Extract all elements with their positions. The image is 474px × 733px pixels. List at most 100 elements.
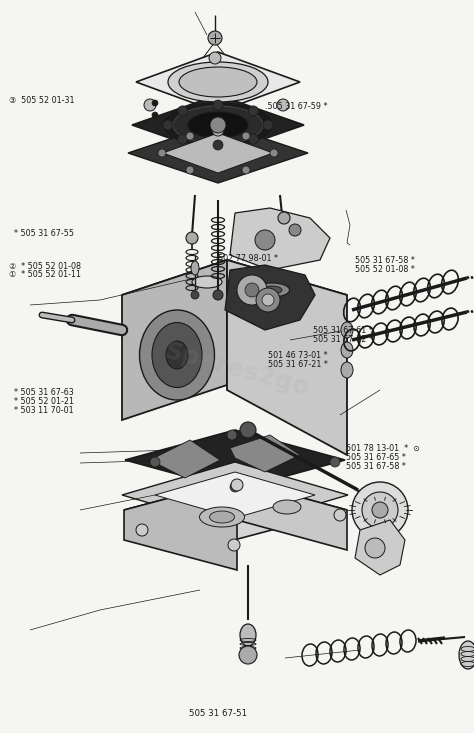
- Text: .505 31 67-59 *: .505 31 67-59 *: [265, 102, 328, 111]
- Circle shape: [242, 132, 250, 140]
- Text: 505 31 67-21 *: 505 31 67-21 *: [268, 360, 328, 369]
- Circle shape: [230, 482, 240, 492]
- Text: 501 46 73-01 *: 501 46 73-01 *: [268, 351, 328, 360]
- Circle shape: [365, 538, 385, 558]
- Ellipse shape: [255, 283, 290, 297]
- Text: 505 31 67-61 *: 505 31 67-61 *: [313, 326, 373, 335]
- Ellipse shape: [341, 322, 353, 338]
- Ellipse shape: [168, 62, 268, 102]
- Circle shape: [213, 140, 223, 150]
- Circle shape: [334, 509, 346, 521]
- Circle shape: [289, 224, 301, 236]
- Circle shape: [362, 492, 398, 528]
- Circle shape: [278, 212, 290, 224]
- Circle shape: [248, 134, 258, 144]
- Circle shape: [209, 52, 221, 64]
- Circle shape: [248, 106, 258, 116]
- Ellipse shape: [210, 511, 235, 523]
- Polygon shape: [122, 260, 227, 420]
- Polygon shape: [122, 260, 347, 330]
- Polygon shape: [225, 265, 315, 330]
- Ellipse shape: [164, 103, 272, 147]
- Text: 505 31 67-65 *: 505 31 67-65 *: [346, 453, 406, 462]
- Polygon shape: [227, 260, 347, 455]
- Text: * 505 31 67-63: * 505 31 67-63: [14, 388, 74, 397]
- Ellipse shape: [166, 341, 188, 369]
- Circle shape: [186, 132, 194, 140]
- Text: ②  * 505 52 01-08: ② * 505 52 01-08: [9, 262, 82, 270]
- Circle shape: [212, 124, 224, 136]
- Circle shape: [240, 422, 256, 438]
- Text: 505 31 67-58 *: 505 31 67-58 *: [356, 256, 415, 265]
- Circle shape: [152, 112, 158, 118]
- Text: 502 77 98-01 *: 502 77 98-01 *: [218, 254, 278, 262]
- Text: 505 31 67-51: 505 31 67-51: [189, 710, 247, 718]
- Circle shape: [231, 479, 243, 491]
- Ellipse shape: [139, 310, 215, 400]
- Circle shape: [213, 100, 223, 110]
- Ellipse shape: [192, 276, 222, 288]
- Text: * 505 31 67-55: * 505 31 67-55: [14, 229, 74, 237]
- Text: * 505 52 01-21: * 505 52 01-21: [14, 397, 74, 406]
- Circle shape: [263, 120, 273, 130]
- Circle shape: [208, 31, 222, 45]
- Circle shape: [210, 117, 226, 133]
- Ellipse shape: [341, 362, 353, 378]
- Circle shape: [163, 120, 173, 130]
- Circle shape: [245, 283, 259, 297]
- Circle shape: [178, 106, 188, 116]
- Circle shape: [228, 539, 240, 551]
- Circle shape: [213, 290, 223, 300]
- Circle shape: [352, 482, 408, 538]
- Text: * 503 11 70-01: * 503 11 70-01: [14, 406, 74, 415]
- Circle shape: [158, 149, 166, 157]
- Polygon shape: [136, 52, 300, 112]
- Ellipse shape: [191, 261, 199, 275]
- Circle shape: [191, 291, 199, 299]
- Polygon shape: [122, 462, 348, 528]
- Ellipse shape: [273, 500, 301, 514]
- Circle shape: [242, 166, 250, 174]
- Text: 501 78 13-01  *  ⊙: 501 78 13-01 * ⊙: [346, 444, 420, 453]
- Circle shape: [372, 502, 388, 518]
- Circle shape: [186, 166, 194, 174]
- Text: 505 52 01-08 *: 505 52 01-08 *: [356, 265, 415, 273]
- Text: 505 31 67-58 *: 505 31 67-58 *: [346, 462, 406, 471]
- Polygon shape: [230, 208, 330, 270]
- Polygon shape: [155, 472, 315, 518]
- Ellipse shape: [173, 106, 263, 144]
- Polygon shape: [237, 480, 347, 550]
- Circle shape: [178, 134, 188, 144]
- Polygon shape: [355, 520, 405, 575]
- Circle shape: [227, 430, 237, 440]
- Ellipse shape: [152, 323, 202, 388]
- Text: Spares2go: Spares2go: [162, 339, 312, 401]
- Circle shape: [237, 275, 267, 305]
- Polygon shape: [132, 95, 304, 155]
- Circle shape: [277, 99, 289, 111]
- Ellipse shape: [179, 67, 257, 97]
- Circle shape: [330, 457, 340, 467]
- Polygon shape: [163, 133, 273, 173]
- Polygon shape: [128, 123, 308, 183]
- Ellipse shape: [262, 286, 282, 294]
- Polygon shape: [125, 430, 345, 490]
- Circle shape: [255, 230, 275, 250]
- Ellipse shape: [240, 624, 256, 646]
- Circle shape: [144, 99, 156, 111]
- Polygon shape: [124, 480, 347, 540]
- Polygon shape: [230, 435, 300, 472]
- Circle shape: [136, 524, 148, 536]
- Circle shape: [150, 457, 160, 467]
- Circle shape: [270, 149, 278, 157]
- Polygon shape: [124, 480, 237, 570]
- Circle shape: [239, 646, 257, 664]
- Text: 505 31 67-62 *: 505 31 67-62 *: [313, 335, 373, 344]
- Circle shape: [152, 100, 158, 106]
- Polygon shape: [150, 440, 220, 478]
- Circle shape: [256, 288, 280, 312]
- Ellipse shape: [459, 641, 474, 669]
- Text: ①  * 505 52 01-11: ① * 505 52 01-11: [9, 270, 82, 279]
- Ellipse shape: [200, 507, 245, 527]
- Circle shape: [262, 294, 274, 306]
